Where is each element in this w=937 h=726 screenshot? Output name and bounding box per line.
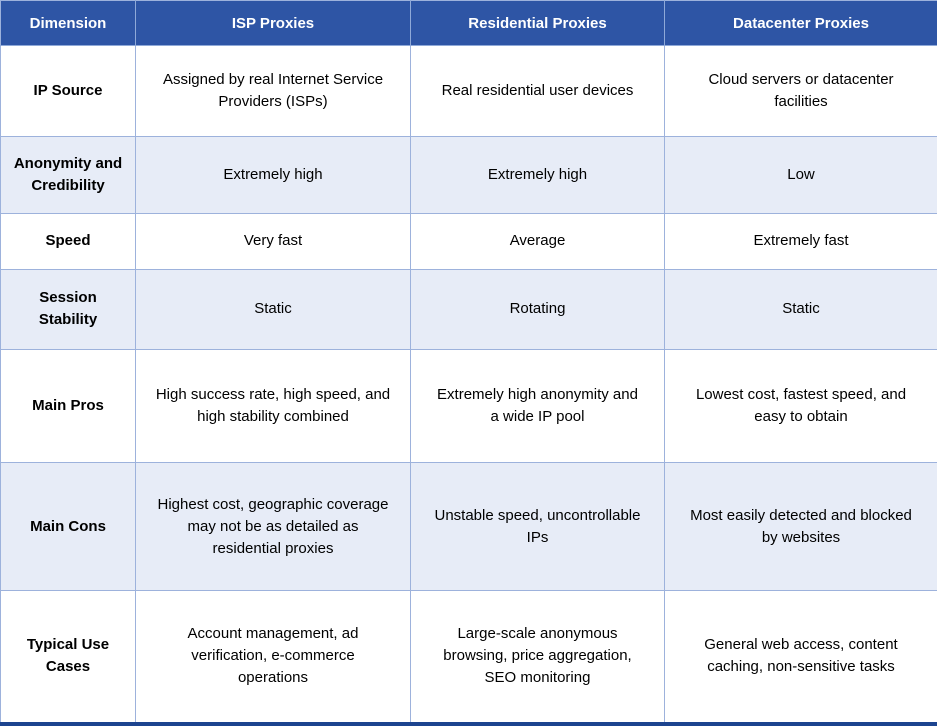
table-row: IP Source Assigned by real Internet Serv… (0, 44, 937, 138)
cell-cons-datacenter: Most easily detected and blocked by webs… (664, 462, 937, 591)
table-header-row: Dimension ISP Proxies Residential Proxie… (0, 0, 937, 46)
cell-ip-source-datacenter: Cloud servers or datacenter facilities (664, 44, 937, 138)
row-header-main-pros: Main Pros (0, 349, 136, 464)
cell-speed-isp: Very fast (135, 212, 411, 270)
table-row: Main Cons Highest cost, geographic cover… (0, 462, 937, 591)
cell-cons-residential: Unstable speed, uncontrollable IPs (410, 462, 665, 591)
cell-speed-residential: Average (410, 212, 665, 270)
cell-usecases-isp: Account management, ad verification, e-c… (135, 589, 411, 725)
cell-anonymity-datacenter: Low (664, 136, 937, 214)
column-header-isp-proxies: ISP Proxies (135, 0, 411, 46)
row-header-speed: Speed (0, 212, 136, 270)
cell-anonymity-residential: Extremely high (410, 136, 665, 214)
table-row: Anonymity and Credibility Extremely high… (0, 136, 937, 214)
table-row: Typical Use Cases Account management, ad… (0, 589, 937, 725)
cell-cons-isp: Highest cost, geographic coverage may no… (135, 462, 411, 591)
cell-session-isp: Static (135, 268, 411, 351)
cell-session-datacenter: Static (664, 268, 937, 351)
cell-speed-datacenter: Extremely fast (664, 212, 937, 270)
row-header-main-cons: Main Cons (0, 462, 136, 591)
column-header-datacenter-proxies: Datacenter Proxies (664, 0, 937, 46)
cell-ip-source-isp: Assigned by real Internet Service Provid… (135, 44, 411, 138)
cell-pros-datacenter: Lowest cost, fastest speed, and easy to … (664, 349, 937, 464)
table-row: Session Stability Static Rotating Static (0, 268, 937, 351)
row-header-anonymity: Anonymity and Credibility (0, 136, 136, 214)
cell-usecases-datacenter: General web access, content caching, non… (664, 589, 937, 725)
row-header-session-stability: Session Stability (0, 268, 136, 351)
cell-usecases-residential: Large-scale anonymous browsing, price ag… (410, 589, 665, 725)
cell-anonymity-isp: Extremely high (135, 136, 411, 214)
cell-pros-isp: High success rate, high speed, and high … (135, 349, 411, 464)
table-row: Speed Very fast Average Extremely fast (0, 212, 937, 270)
column-header-dimension: Dimension (0, 0, 136, 46)
row-header-typical-use-cases: Typical Use Cases (0, 589, 136, 725)
cell-session-residential: Rotating (410, 268, 665, 351)
column-header-residential-proxies: Residential Proxies (410, 0, 665, 46)
cell-pros-residential: Extremely high anonymity and a wide IP p… (410, 349, 665, 464)
table-row: Main Pros High success rate, high speed,… (0, 349, 937, 464)
row-header-ip-source: IP Source (0, 44, 136, 138)
cell-ip-source-residential: Real residential user devices (410, 44, 665, 138)
